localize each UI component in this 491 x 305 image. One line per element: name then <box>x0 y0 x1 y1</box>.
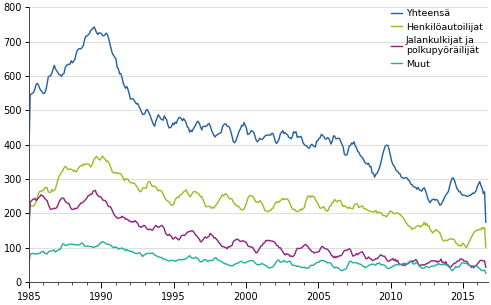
Yhteensä <box>91 25 97 29</box>
Line: Muut: Muut <box>29 242 486 273</box>
Muut <box>45 250 51 254</box>
Muut <box>483 271 489 275</box>
Muut <box>231 263 237 266</box>
Jalankulkijat ja
polkupyöräilijät <box>449 264 455 267</box>
Henkilöautoilijat <box>344 206 350 209</box>
Jalankulkijat ja
polkupyöräilijät <box>483 265 489 269</box>
Jalankulkijat ja
polkupyöräilijät <box>92 188 98 192</box>
Henkilöautoilijat <box>483 245 489 249</box>
Legend: Yhteensä, Henkilöautoilijat, Jalankulkijat ja
polkupyöräilijät, Muut: Yhteensä, Henkilöautoilijat, Jalankulkij… <box>391 9 483 69</box>
Henkilöautoilijat <box>361 207 367 210</box>
Jalankulkijat ja
polkupyöräilijät <box>45 202 51 206</box>
Yhteensä <box>231 141 237 145</box>
Muut <box>149 251 155 255</box>
Jalankulkijat ja
polkupyöräilijät <box>471 266 477 270</box>
Jalankulkijat ja
polkupyöräilijät <box>231 239 237 242</box>
Henkilöautoilijat <box>464 246 469 249</box>
Yhteensä <box>26 156 32 160</box>
Jalankulkijat ja
polkupyöräilijät <box>344 249 350 252</box>
Muut <box>361 264 367 268</box>
Yhteensä <box>344 153 350 157</box>
Yhteensä <box>45 75 51 79</box>
Yhteensä <box>149 119 155 123</box>
Yhteensä <box>449 177 455 180</box>
Muut <box>26 262 32 266</box>
Line: Henkilöautoilijat: Henkilöautoilijat <box>29 156 486 248</box>
Jalankulkijat ja
polkupyöräilijät <box>149 228 155 232</box>
Muut <box>344 266 350 270</box>
Yhteensä <box>483 220 489 224</box>
Henkilöautoilijat <box>231 201 237 205</box>
Henkilöautoilijat <box>100 154 106 158</box>
Henkilöautoilijat <box>45 190 51 194</box>
Yhteensä <box>361 158 367 162</box>
Henkilöautoilijat <box>449 237 455 241</box>
Jalankulkijat ja
polkupyöräilijät <box>361 253 367 256</box>
Jalankulkijat ja
polkupyöräilijät <box>26 226 32 230</box>
Line: Jalankulkijat ja
polkupyöräilijät: Jalankulkijat ja polkupyöräilijät <box>29 190 486 268</box>
Henkilöautoilijat <box>149 185 155 188</box>
Muut <box>100 240 106 243</box>
Line: Yhteensä: Yhteensä <box>29 27 486 222</box>
Muut <box>449 269 455 273</box>
Henkilöautoilijat <box>26 229 32 232</box>
